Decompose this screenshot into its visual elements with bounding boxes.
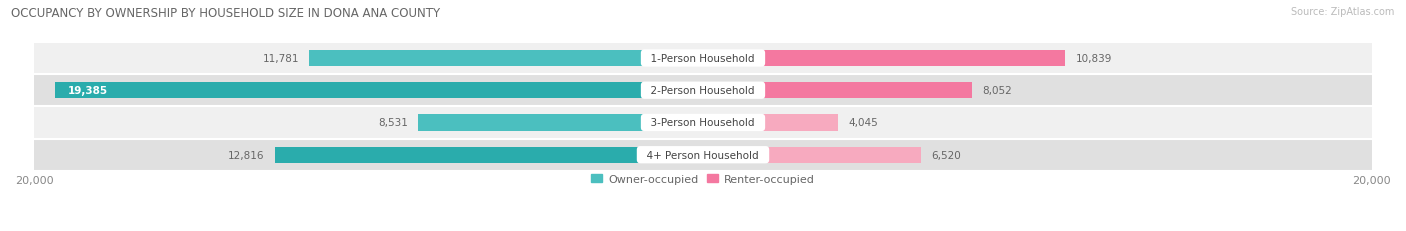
Text: 3-Person Household: 3-Person Household (644, 118, 762, 128)
Bar (703, 83, 972, 99)
Text: 1-Person Household: 1-Person Household (644, 54, 762, 64)
Bar (55, 83, 703, 99)
Text: 8,531: 8,531 (378, 118, 408, 128)
Text: 12,816: 12,816 (228, 150, 264, 160)
Bar (34, 43, 1372, 75)
Bar (274, 147, 703, 163)
Bar (34, 107, 1372, 139)
Text: 6,520: 6,520 (931, 150, 960, 160)
Bar (703, 115, 838, 131)
Bar (703, 147, 921, 163)
Text: 11,781: 11,781 (263, 54, 299, 64)
Text: 8,052: 8,052 (983, 86, 1012, 96)
Bar (418, 115, 703, 131)
Text: 4+ Person Household: 4+ Person Household (641, 150, 765, 160)
Bar (34, 139, 1372, 171)
Text: OCCUPANCY BY OWNERSHIP BY HOUSEHOLD SIZE IN DONA ANA COUNTY: OCCUPANCY BY OWNERSHIP BY HOUSEHOLD SIZE… (11, 7, 440, 20)
Legend: Owner-occupied, Renter-occupied: Owner-occupied, Renter-occupied (586, 170, 820, 189)
Bar (309, 51, 703, 67)
Text: Source: ZipAtlas.com: Source: ZipAtlas.com (1291, 7, 1395, 17)
Text: 2-Person Household: 2-Person Household (644, 86, 762, 96)
Bar (703, 51, 1066, 67)
Bar (34, 75, 1372, 107)
Text: 19,385: 19,385 (69, 86, 108, 96)
Text: 4,045: 4,045 (848, 118, 877, 128)
Text: 10,839: 10,839 (1076, 54, 1112, 64)
